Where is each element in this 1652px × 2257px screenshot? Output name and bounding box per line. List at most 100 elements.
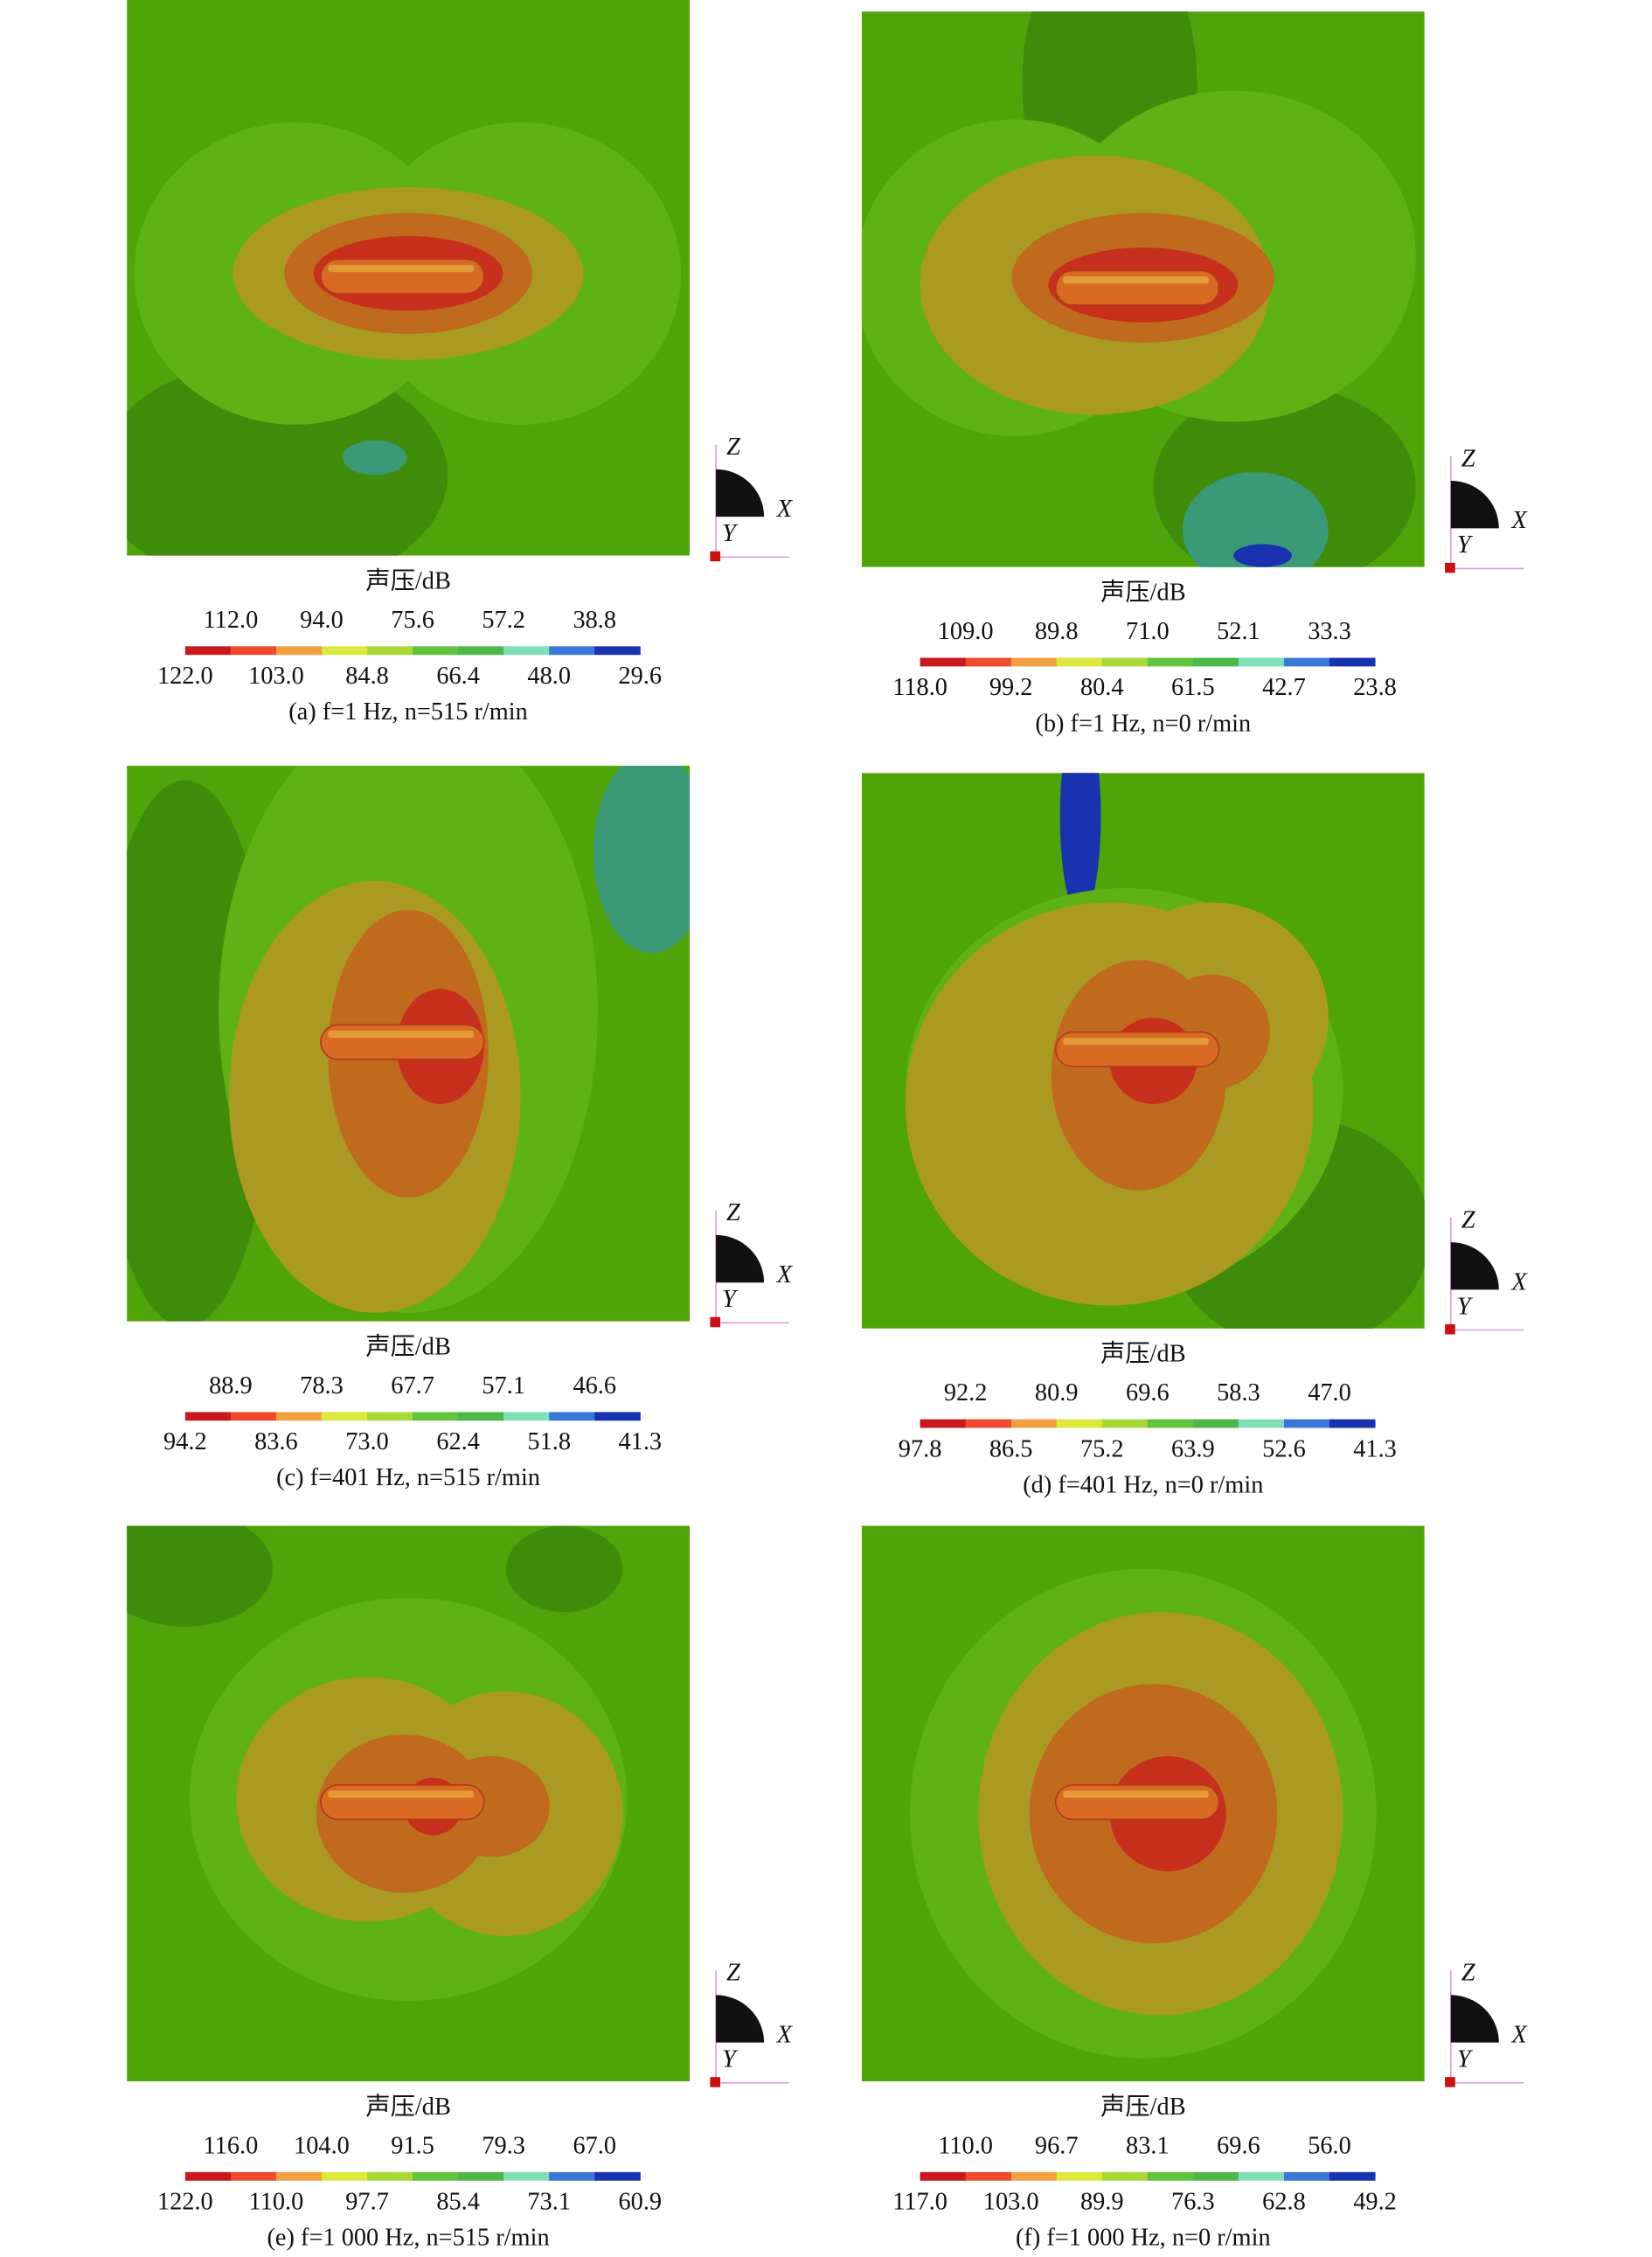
color-bar-segment: [184, 1412, 232, 1421]
legend-label: 73.0: [345, 1428, 389, 1455]
legend-label: 86.5: [989, 1435, 1033, 1462]
axis-icon-origin: [1445, 562, 1455, 573]
color-bar-segment: [458, 646, 504, 656]
color-bar-segment: [321, 1412, 368, 1421]
color-bar-segment: [920, 657, 967, 667]
color-bar-segment: [1238, 2171, 1285, 2181]
hull: [1054, 1031, 1220, 1068]
color-bar-segment: [230, 646, 277, 656]
legend-label: 47.0: [1308, 1379, 1351, 1406]
hull-highlight: [1063, 1038, 1209, 1045]
legend-title: 声压/dB: [1100, 579, 1186, 607]
legend-title: 声压/dB: [1100, 1340, 1186, 1368]
color-bar-segment: [503, 1412, 550, 1421]
color-bar-segment: [549, 646, 595, 656]
axis-icon-quadrant: [716, 1995, 765, 2043]
color-bar-segment: [413, 2171, 459, 2181]
legend-label: 118.0: [892, 674, 947, 701]
legend-label: 80.9: [1035, 1379, 1079, 1406]
color-bar-segment: [367, 646, 413, 656]
legend-label: 46.6: [573, 1372, 616, 1399]
axis-label: X: [1511, 2022, 1529, 2049]
panel: Z X Y 声压/dB 112.0 94.0 75.6 57.2 38.8 122.0 103.0 8…: [127, 0, 794, 726]
legend-label: 103.0: [983, 2189, 1039, 2216]
axis-label: Z: [1461, 1960, 1475, 1987]
axis-icon-quadrant: [1450, 480, 1499, 529]
panel: Z X Y 声压/dB 116.0 104.0 91.5 79.3 67.0 122.0 110.0…: [127, 1525, 794, 2252]
color-bar-segment: [1329, 2171, 1376, 2181]
legend-label: 73.1: [527, 2189, 571, 2216]
color-bar-segment: [1101, 2171, 1149, 2181]
color-bar-segment: [1010, 1419, 1058, 1428]
contour-plot: [127, 1525, 691, 2082]
legend-label: 62.4: [436, 1428, 480, 1455]
panel: Z X Y 声压/dB 88.9 78.3 67.7 57.1 46.6 94.2 83.6 73.0…: [127, 766, 794, 1491]
legend-label: 42.7: [1262, 674, 1306, 701]
contour-plot: [861, 773, 1425, 1329]
axis-label: Z: [1461, 446, 1475, 473]
color-bar-segment: [1283, 1419, 1330, 1428]
contour-region: [593, 766, 691, 954]
legend-label: 83.6: [254, 1428, 298, 1455]
color-bar-segment: [275, 1412, 323, 1421]
color-bar-segment: [1283, 2171, 1330, 2181]
color-bar-segment: [413, 646, 459, 656]
contour-region: [1233, 544, 1292, 567]
axis-label: Y: [722, 520, 739, 547]
axis-label: Y: [1457, 1293, 1474, 1320]
axis-icon-origin: [1445, 1323, 1455, 1335]
legend-label: 60.9: [619, 2189, 663, 2216]
legend-label: 116.0: [204, 2132, 259, 2159]
caption: (d) f=401 Hz, n=0 r/min: [1023, 1472, 1263, 1499]
contour-region: [433, 1755, 550, 1858]
legend-label: 52.6: [1262, 1435, 1306, 1462]
color-bar-segment: [1101, 1419, 1149, 1428]
axis-icon-origin: [1445, 2077, 1455, 2087]
axis-label: X: [776, 496, 794, 523]
legend-label: 63.9: [1171, 1435, 1215, 1462]
panel: Z X Y 声压/dB 109.0 89.8 71.0 52.1 33.3 118.0 99.2 80…: [861, 11, 1529, 737]
legend-label: 61.5: [1171, 674, 1215, 701]
color-bar-segment: [1147, 657, 1194, 667]
axis-icon-quadrant: [716, 469, 765, 517]
caption: (f) f=1 000 Hz, n=0 r/min: [1016, 2225, 1271, 2252]
axis-label: Z: [1461, 1207, 1475, 1234]
caption: (e) f=1 000 Hz, n=515 r/min: [267, 2225, 550, 2252]
hull-highlight: [1063, 276, 1209, 284]
panel: Z X Y 声压/dB 110.0 96.7 83.1 69.6 56.0 117.0 103.0 8…: [861, 1525, 1529, 2252]
color-bar-segment: [367, 1412, 413, 1421]
axis-label: Z: [726, 434, 740, 461]
contour-region: [127, 359, 448, 556]
color-bar-segment: [367, 2171, 413, 2181]
color-bar-segment: [965, 657, 1012, 667]
contour-plot: [861, 1525, 1425, 2082]
legend-label: 69.6: [1126, 1379, 1170, 1406]
legend-title: 声压/dB: [365, 2093, 451, 2121]
contour-region: [1059, 773, 1101, 917]
color-bar-segment: [1056, 2171, 1103, 2181]
color-bar-segment: [1192, 1419, 1239, 1428]
color-bar-segment: [965, 1419, 1012, 1428]
color-bar-segment: [458, 1412, 504, 1421]
color-bar-segment: [321, 2171, 368, 2181]
legend-label: 75.6: [391, 607, 434, 634]
axis-icon-origin: [710, 2077, 721, 2087]
legend-label: 23.8: [1353, 674, 1397, 701]
hull: [320, 1784, 485, 1821]
legend-label: 96.7: [1035, 2132, 1079, 2159]
color-bar-segment: [549, 2171, 595, 2181]
legend-label: 99.2: [989, 674, 1033, 701]
legend-label: 29.6: [619, 663, 663, 690]
legend-label: 67.7: [391, 1372, 434, 1399]
legend-label: 67.0: [573, 2132, 616, 2159]
color-bar-segment: [275, 2171, 323, 2181]
axis-label: Y: [1457, 531, 1474, 559]
legend-label: 97.8: [899, 1435, 942, 1462]
legend-label: 94.2: [163, 1428, 207, 1455]
legend-label: 110.0: [249, 2189, 304, 2216]
contour-plot: [127, 0, 691, 556]
legend-label: 48.0: [527, 663, 571, 690]
legend-label: 69.6: [1217, 2132, 1260, 2159]
hull: [320, 1024, 485, 1060]
